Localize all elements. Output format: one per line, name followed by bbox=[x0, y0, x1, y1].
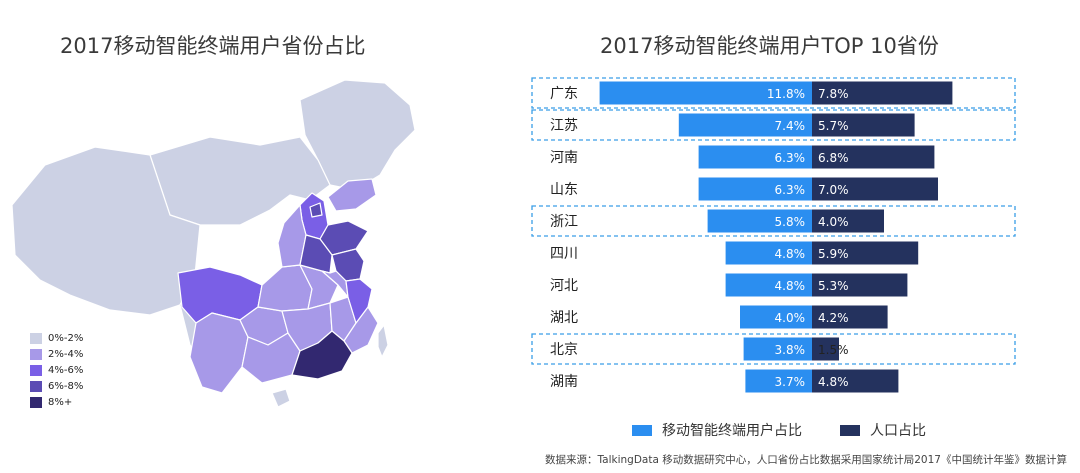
bar-population bbox=[812, 113, 915, 137]
category-label: 山东 bbox=[550, 182, 578, 198]
bar-population bbox=[812, 273, 908, 297]
value-label-population: 7.8% bbox=[818, 87, 849, 101]
map-legend-swatch bbox=[30, 348, 42, 360]
bar-mobile bbox=[743, 337, 812, 361]
bar-mobile bbox=[599, 81, 812, 105]
category-label: 河北 bbox=[550, 278, 578, 294]
value-label-mobile: 11.8% bbox=[767, 87, 805, 101]
map-legend-row: 4%-6% bbox=[30, 362, 83, 378]
chart-title: 2017移动智能终端用户TOP 10省份 bbox=[600, 34, 939, 58]
bar-mobile bbox=[698, 145, 812, 169]
map-title: 2017移动智能终端用户省份占比 bbox=[60, 34, 366, 58]
legend-label-mobile: 移动智能终端用户占比 bbox=[662, 423, 802, 439]
value-label-mobile: 6.3% bbox=[775, 183, 806, 197]
highlight-box bbox=[531, 205, 1016, 237]
category-label: 四川 bbox=[550, 246, 578, 262]
value-label-population: 4.2% bbox=[818, 311, 849, 325]
map-legend-label: 2%-4% bbox=[48, 348, 84, 360]
map-legend-row: 6%-8% bbox=[30, 378, 83, 394]
bar-mobile bbox=[740, 305, 812, 329]
map-legend-swatch bbox=[30, 396, 42, 408]
map-region-northeast bbox=[299, 79, 416, 191]
value-label-mobile: 3.8% bbox=[775, 343, 806, 357]
map-region-taiwan bbox=[377, 324, 389, 358]
map-legend-row: 8%+ bbox=[30, 394, 83, 410]
map-region-yunnan bbox=[189, 312, 249, 394]
bar-mobile bbox=[745, 369, 812, 393]
map-legend-swatch bbox=[30, 380, 42, 392]
category-label: 江苏 bbox=[550, 118, 578, 134]
value-label-mobile: 4.0% bbox=[775, 311, 806, 325]
map-region-beijing bbox=[309, 202, 323, 218]
data-source-note: 数据来源：TalkingData 移动数据研究中心，人口省份占比数据采用国家统计… bbox=[545, 454, 1067, 466]
category-label: 广东 bbox=[550, 86, 578, 102]
category-label: 河南 bbox=[550, 150, 578, 166]
bar-population bbox=[812, 305, 888, 329]
bar-population bbox=[812, 145, 935, 169]
map-legend-label: 4%-6% bbox=[48, 364, 84, 376]
category-label: 湖北 bbox=[550, 310, 578, 326]
value-label-population: 5.9% bbox=[818, 247, 849, 261]
value-label-mobile: 5.8% bbox=[775, 215, 806, 229]
value-label-population: 6.8% bbox=[818, 151, 849, 165]
legend-swatch-population bbox=[840, 424, 860, 436]
legend-item-population: 人口占比 bbox=[840, 420, 926, 440]
bar-population bbox=[812, 81, 953, 105]
bar-mobile bbox=[725, 273, 812, 297]
map-legend-label: 0%-2% bbox=[48, 332, 84, 344]
map-legend-row: 2%-4% bbox=[30, 346, 83, 362]
legend-item-mobile: 移动智能终端用户占比 bbox=[632, 420, 802, 440]
map-legend: 0%-2% 2%-4% 4%-6% 6%-8% 8%+ bbox=[30, 330, 83, 410]
bar-population bbox=[812, 337, 839, 361]
map-region-hainan bbox=[271, 388, 291, 408]
value-label-population: 1.5% bbox=[818, 343, 849, 357]
china-province-map bbox=[11, 79, 416, 408]
bar-mobile bbox=[698, 177, 812, 201]
top10-bar-chart: 广东 11.8% 7.8% 江苏 7.4% 5.7% 河南 6.3% 6.8% 山东 6.3% 7.0… bbox=[531, 77, 1016, 393]
value-label-mobile: 6.3% bbox=[775, 151, 806, 165]
value-label-mobile: 3.7% bbox=[775, 375, 806, 389]
bar-population bbox=[812, 209, 884, 233]
value-label-mobile: 4.8% bbox=[775, 279, 806, 293]
map-legend-swatch bbox=[30, 332, 42, 344]
value-label-mobile: 4.8% bbox=[775, 247, 806, 261]
map-legend-swatch bbox=[30, 364, 42, 376]
map-legend-row: 0%-2% bbox=[30, 330, 83, 346]
map-legend-label: 8%+ bbox=[48, 396, 73, 408]
bar-mobile bbox=[725, 241, 812, 265]
value-label-population: 5.7% bbox=[818, 119, 849, 133]
legend-swatch-mobile bbox=[632, 424, 652, 436]
highlight-box bbox=[531, 109, 1016, 141]
map-region-liaoning bbox=[327, 178, 377, 212]
value-label-population: 7.0% bbox=[818, 183, 849, 197]
category-label: 浙江 bbox=[550, 214, 578, 230]
bar-population bbox=[812, 241, 919, 265]
bar-population bbox=[812, 177, 938, 201]
highlight-box bbox=[531, 333, 1016, 365]
value-label-mobile: 7.4% bbox=[775, 119, 806, 133]
highlight-box bbox=[531, 77, 1016, 109]
bar-mobile bbox=[678, 113, 812, 137]
map-region-zhejiang bbox=[345, 278, 373, 324]
category-label: 湖南 bbox=[550, 374, 578, 390]
bar-population bbox=[812, 369, 899, 393]
value-label-population: 4.0% bbox=[818, 215, 849, 229]
bar-mobile bbox=[707, 209, 812, 233]
map-legend-label: 6%-8% bbox=[48, 380, 84, 392]
category-label: 北京 bbox=[550, 342, 578, 358]
value-label-population: 4.8% bbox=[818, 375, 849, 389]
map-region-guangdong bbox=[291, 330, 353, 380]
value-label-population: 5.3% bbox=[818, 279, 849, 293]
legend-label-population: 人口占比 bbox=[870, 423, 926, 439]
